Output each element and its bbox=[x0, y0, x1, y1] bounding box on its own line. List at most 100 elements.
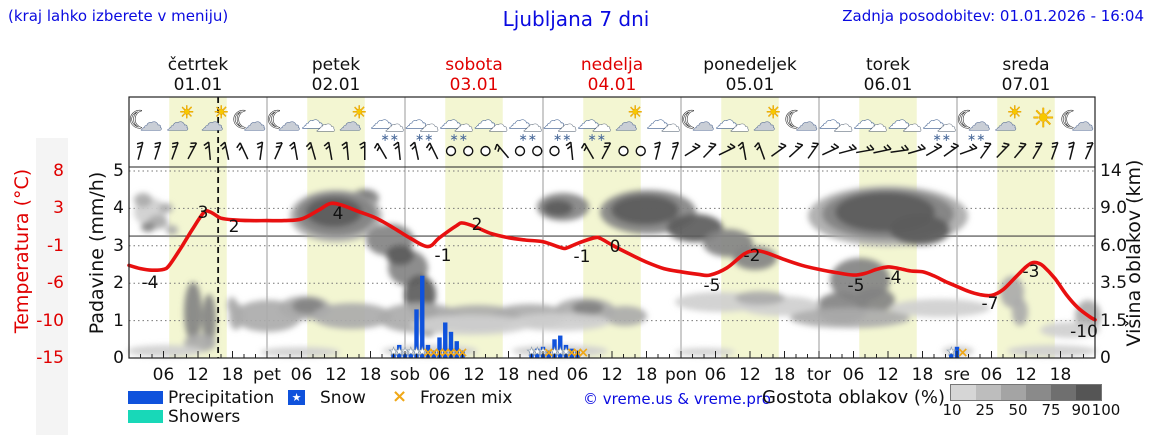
wind-barb-icon bbox=[788, 142, 804, 158]
wind-barb-icon bbox=[996, 142, 1010, 158]
temperature-value: -1 bbox=[435, 246, 452, 266]
snow-marker: ★ bbox=[946, 345, 956, 358]
wind-barb-icon bbox=[305, 141, 317, 160]
time-label: 06 bbox=[290, 365, 313, 385]
day-header-nedelja: nedelja 04.01 bbox=[544, 55, 680, 95]
wind-barb-icon bbox=[702, 142, 717, 158]
svg-text:☁: ☁ bbox=[385, 114, 404, 136]
wind-barb-icon bbox=[203, 141, 212, 161]
sun-cloud-icon: ☀☁ bbox=[166, 103, 194, 137]
svg-text:☁: ☁ bbox=[615, 111, 637, 136]
temp-tick: 3 bbox=[53, 198, 64, 219]
svg-text:☀: ☀ bbox=[628, 103, 643, 123]
temperature-value: -4 bbox=[885, 268, 902, 288]
frozen-mix-marker: × bbox=[451, 345, 463, 361]
cloud-scale-segment bbox=[1051, 385, 1076, 400]
calm-wind-icon bbox=[463, 145, 474, 157]
wind-barb-icon bbox=[359, 141, 366, 160]
precip-tick: 3 bbox=[113, 235, 124, 256]
wind-barb-icon bbox=[289, 141, 299, 160]
day-date: 01.01 bbox=[173, 75, 223, 95]
frozen-mix-marker: × bbox=[577, 345, 589, 361]
svg-text:☁: ☁ bbox=[647, 109, 669, 134]
precip-tick: 1 bbox=[113, 310, 124, 331]
svg-text:∗∗: ∗∗ bbox=[381, 131, 399, 144]
temperature-value: -7 bbox=[982, 294, 999, 314]
page-title: Ljubljana 7 dni bbox=[502, 7, 650, 31]
frozen-mix-marker: × bbox=[457, 345, 469, 361]
svg-text:☁: ☁ bbox=[692, 111, 714, 136]
wind-barb-icon bbox=[718, 143, 736, 156]
time-label: pet bbox=[253, 365, 281, 385]
calm-wind-icon bbox=[480, 145, 491, 157]
svg-text:☾: ☾ bbox=[680, 106, 702, 134]
precip-tick: 0 bbox=[113, 348, 124, 368]
wind-barb-icon bbox=[219, 141, 230, 160]
temperature-value: 0 bbox=[610, 237, 621, 257]
svg-text:∗∗: ∗∗ bbox=[519, 131, 537, 144]
time-label: 18 bbox=[1049, 365, 1072, 385]
svg-text:∗∗: ∗∗ bbox=[415, 131, 433, 144]
wind-barb-icon bbox=[171, 141, 179, 160]
wind-barb-icon bbox=[925, 142, 943, 157]
wind-barb-icon bbox=[580, 142, 595, 160]
moon-cloud-icon: ☾☁ bbox=[783, 105, 818, 136]
cloudy-icon: ☁☁ bbox=[301, 108, 336, 136]
svg-text:☾: ☾ bbox=[1060, 106, 1082, 134]
frozen-mix-marker: × bbox=[428, 345, 440, 361]
cloud-scale-tick: 100 bbox=[1091, 401, 1121, 419]
svg-text:☀: ☀ bbox=[179, 103, 194, 123]
svg-text:☾: ☾ bbox=[232, 106, 254, 134]
moon-cloud-icon: ☾☁ bbox=[266, 105, 301, 136]
cloud-scale-tick: 75 bbox=[1041, 401, 1061, 419]
cloudy-snow-icon: ☁☁∗∗ bbox=[405, 108, 440, 144]
svg-text:☀: ☀ bbox=[766, 103, 781, 123]
frozen-mix-marker: × bbox=[422, 345, 434, 361]
legend-frozen-mix-icon: × bbox=[392, 386, 408, 407]
time-label: tor bbox=[806, 365, 832, 385]
cloud-density-scale bbox=[950, 384, 1102, 401]
day-date: 04.01 bbox=[587, 75, 637, 95]
wind-barb-icon bbox=[323, 141, 333, 160]
wind-barb-icon bbox=[873, 144, 892, 154]
copyright: © vreme.us & vreme.pro bbox=[583, 390, 771, 408]
time-label: 12 bbox=[1015, 365, 1037, 385]
cloudy-icon: ☁☁ bbox=[888, 108, 923, 136]
wind-barb-icon bbox=[1050, 141, 1059, 160]
svg-text:☁: ☁ bbox=[834, 114, 853, 136]
precipitation-bars bbox=[391, 275, 960, 358]
time-label: 12 bbox=[739, 365, 761, 385]
snow-marker: ★ bbox=[389, 345, 399, 358]
legend-frozen-mix-label: Frozen mix bbox=[420, 388, 513, 408]
svg-text:∗∗: ∗∗ bbox=[553, 131, 571, 144]
svg-text:☀: ☀ bbox=[352, 103, 367, 123]
time-label: 18 bbox=[635, 365, 658, 385]
last-update: Zadnja posodobitev: 01.01.2026 - 16:04 bbox=[842, 7, 1144, 25]
temperature-value: -2 bbox=[744, 246, 761, 266]
time-label: sre bbox=[944, 365, 970, 385]
wind-barb-icon bbox=[754, 142, 766, 160]
day-name: torek bbox=[866, 55, 910, 75]
cloud-height-tick: 3.5 bbox=[1100, 273, 1128, 294]
frozen-mix-marker: × bbox=[543, 345, 555, 361]
snow-marker: ★ bbox=[417, 345, 427, 358]
wind-barb-icon bbox=[671, 141, 680, 160]
time-label: 12 bbox=[187, 365, 209, 385]
temperature-value: 2 bbox=[229, 217, 240, 237]
temp-tick: -10 bbox=[36, 310, 64, 331]
wind-barb-icon bbox=[274, 142, 283, 160]
legend-precip-label: Precipitation bbox=[168, 388, 275, 408]
svg-text:☁: ☁ bbox=[558, 114, 577, 136]
hour-ticks bbox=[128, 351, 1096, 358]
wind-barb-icon bbox=[409, 141, 420, 160]
cloud-height-tick: 9.0 bbox=[1100, 198, 1128, 219]
legend-snow-swatch: ★ bbox=[288, 390, 305, 405]
svg-text:☁: ☁ bbox=[923, 109, 945, 134]
day-header-petek: petek 02.01 bbox=[268, 55, 404, 95]
day-date: 07.01 bbox=[1001, 75, 1051, 95]
temperature-value: -10 bbox=[1070, 322, 1098, 342]
calm-wind-icon bbox=[549, 145, 560, 157]
temperature-value: -4 bbox=[142, 273, 159, 293]
